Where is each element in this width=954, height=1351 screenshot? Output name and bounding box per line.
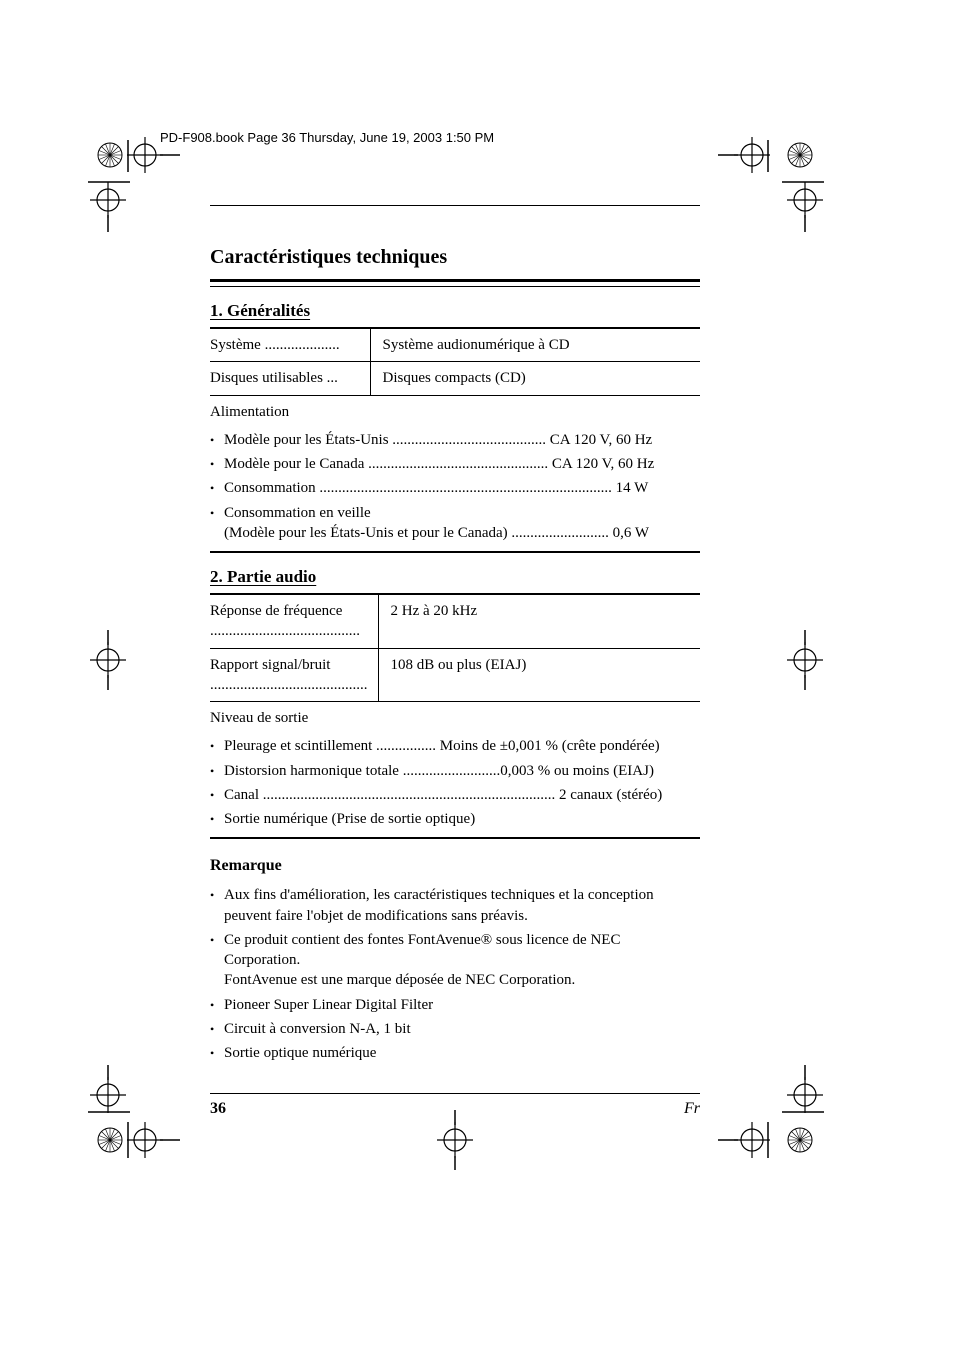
- cell: Disques utilisables ...: [210, 362, 370, 395]
- cell: [378, 702, 700, 735]
- table2-bullets: Pleurage et scintillement ..............…: [210, 734, 700, 831]
- list-item: Sortie numérique (Prise de sortie optiqu…: [210, 807, 700, 831]
- running-header: PD-F908.book Page 36 Thursday, June 19, …: [160, 130, 494, 145]
- list-item: Pleurage et scintillement ..............…: [210, 734, 700, 758]
- list-item: Sortie optique numérique: [210, 1041, 700, 1065]
- title-rule-thick: [210, 279, 700, 282]
- list-item: Distorsion harmonique totale ...........…: [210, 759, 700, 783]
- header-text: PD-F908.book Page 36 Thursday, June 19, …: [160, 130, 494, 145]
- table-audio: Réponse de fréquence ...................…: [210, 593, 700, 839]
- page-number: 36: [210, 1100, 226, 1117]
- cell: 2 Hz à 20 kHz: [378, 594, 700, 648]
- footer-lang: Fr: [684, 1100, 700, 1118]
- top-rule: [210, 205, 700, 206]
- list-item: Circuit à conversion N-A, 1 bit: [210, 1017, 700, 1041]
- list-item: Consommation ...........................…: [210, 476, 700, 500]
- subhead-audio: 2. Partie audio: [210, 567, 316, 587]
- list-item: Aux fins d'amélioration, les caractérist…: [210, 883, 700, 928]
- list-item: Consommation en veille (Modèle pour les …: [210, 501, 700, 546]
- cell: Réponse de fréquence ...................…: [210, 594, 378, 648]
- title-rule-thin: [210, 286, 700, 287]
- cell: Système audionumérique à CD: [370, 328, 700, 362]
- list-item: Modèle pour le Canada ..................…: [210, 452, 700, 476]
- list-item: Canal ..................................…: [210, 783, 700, 807]
- list-item: Ce produit contient des fontes FontAvenu…: [210, 928, 700, 993]
- cell: Rapport signal/bruit ...................…: [210, 648, 378, 702]
- list-item: Modèle pour les États-Unis .............…: [210, 428, 700, 452]
- remarque-list: Aux fins d'amélioration, les caractérist…: [210, 883, 700, 1065]
- table1-bullets: Modèle pour les États-Unis .............…: [210, 428, 700, 545]
- cell: [370, 395, 700, 428]
- cell: 108 dB ou plus (EIAJ): [378, 648, 700, 702]
- page-body: Caractéristiques techniques 1. Généralit…: [210, 205, 700, 1118]
- list-item: Pioneer Super Linear Digital Filter: [210, 993, 700, 1017]
- section-title: Caractéristiques techniques: [210, 246, 700, 269]
- remarque-title: Remarque: [210, 857, 700, 875]
- table-general: Système .................... Système aud…: [210, 327, 700, 553]
- cell: Disques compacts (CD): [370, 362, 700, 395]
- page-footer: 36 Fr: [210, 1093, 700, 1118]
- subhead-general: 1. Généralités: [210, 301, 310, 321]
- cell: Alimentation: [210, 395, 370, 428]
- cell: Niveau de sortie: [210, 702, 378, 735]
- cell: Système ....................: [210, 328, 370, 362]
